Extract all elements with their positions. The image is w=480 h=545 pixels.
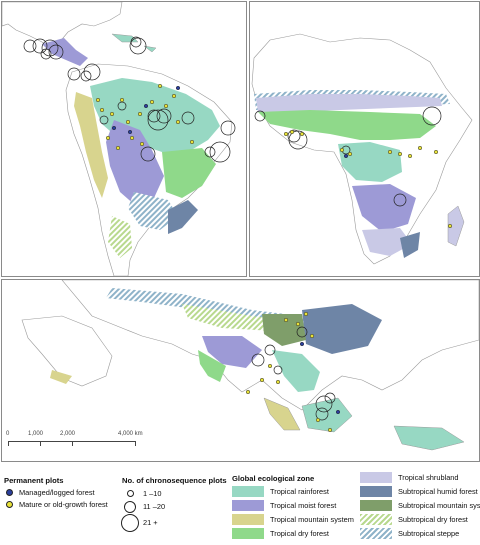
legend-subtropical-dry-forest: Subtropical dry forest (360, 514, 468, 525)
scale-tick-2000: 2,000 (60, 431, 76, 437)
zone-tropical-moist-africa (352, 184, 416, 232)
zone-tropical-rainforest-congo (338, 142, 402, 182)
zone-tropical-moist-india (202, 336, 262, 368)
swatch-tropical-rainforest (232, 486, 264, 497)
zone-subtropical-dry (108, 216, 132, 258)
label-subtropical-humid-forest: Subtropical humid forest (398, 487, 478, 496)
zone-tropical-dry-india (198, 350, 226, 382)
permanent-plot-dots (283, 129, 453, 229)
zone-tropical-shrubland-sahel (256, 94, 442, 112)
swatch-subtropical-steppe (360, 528, 392, 539)
legend-subtropical-mountain-system: Subtropical mountain system (360, 500, 480, 511)
zone-subtropical-mountain-china (262, 314, 306, 346)
legend-tropical-dry-forest: Tropical dry forest (232, 528, 329, 539)
asia-map (21, 280, 479, 451)
scale-tick-1000: 1,000 (28, 431, 44, 437)
legend-managed-label: Managed/logged forest (19, 488, 95, 497)
zone-tropical-rainforest-seasia (272, 350, 320, 392)
scale-bar: 0 1,000 2,000 4,000 km (6, 431, 146, 455)
swatch-subtropical-humid-forest (360, 486, 392, 497)
zone-tropical-rainforest-newguinea (393, 425, 465, 451)
legend-managed-forest: Managed/logged forest (6, 488, 95, 497)
zone-tropical-mountain-andes (74, 92, 108, 198)
ecological-zone-title: Global ecological zone (232, 474, 315, 483)
ring-small-icon (127, 490, 134, 497)
permanent-plot-dots (95, 83, 195, 151)
map-panel-americas (1, 1, 247, 277)
chronosequence-title: No. of chronosequence plots (122, 476, 227, 485)
map-panel-africa (249, 1, 480, 277)
zone-tropical-moist-central-america (42, 38, 88, 66)
legend-tropical-shrubland: Tropical shrubland (360, 472, 459, 483)
permanent-plot-dots (245, 311, 341, 433)
legend-subtropical-humid-forest: Subtropical humid forest (360, 486, 478, 497)
zone-tropical-shrubland-arabia (50, 370, 72, 384)
chronosequence-markers (251, 326, 336, 421)
legend-tropical-mountain-system: Tropical mountain system (232, 514, 354, 525)
zone-tropical-shrubland-south (362, 228, 412, 256)
swatch-subtropical-mountain-system (360, 500, 392, 511)
swatch-subtropical-dry-forest (360, 514, 392, 525)
label-subtropical-dry-forest: Subtropical dry forest (398, 515, 468, 524)
scale-line (8, 441, 136, 446)
managed-dot-icon (6, 489, 13, 496)
label-subtropical-steppe: Subtropical steppe (398, 529, 460, 538)
swatch-tropical-dry-forest (232, 528, 264, 539)
land-arabia (21, 315, 113, 387)
ring-small-label: 1 –10 (143, 489, 162, 498)
scale-tick-4000km: 4,000 km (118, 431, 143, 437)
scale-tick-0: 0 (6, 431, 10, 437)
zone-tropical-dry-africa (258, 110, 436, 140)
label-tropical-shrubland: Tropical shrubland (398, 473, 459, 482)
zone-subtropical-humid-africa (400, 232, 420, 258)
swatch-tropical-moist-forest (232, 500, 264, 511)
zone-subtropical-humid-south (168, 200, 198, 234)
land-caribbean (111, 33, 157, 53)
label-tropical-moist-forest: Tropical moist forest (270, 501, 337, 510)
legend-mature-label: Mature or old-growth forest (19, 500, 108, 509)
americas-map (2, 2, 236, 276)
legend-subtropical-steppe: Subtropical steppe (360, 528, 459, 539)
zone-subtropical-steppe-chaco (128, 192, 178, 230)
ring-large-icon (121, 514, 139, 532)
africa-map (251, 33, 473, 265)
ring-medium-icon (124, 501, 136, 513)
ring-medium-label: 11 –20 (143, 502, 166, 511)
map-panel-asia: 0 1,000 2,000 4,000 km (1, 279, 480, 462)
zone-madagascar (447, 205, 465, 247)
label-tropical-rainforest: Tropical rainforest (270, 487, 329, 496)
legend-tropical-moist-forest: Tropical moist forest (232, 500, 336, 511)
permanent-plots-title: Permanent plots (4, 476, 64, 485)
zone-subtropical-humid-china (302, 304, 382, 354)
zone-tropical-rainforest-borneo (301, 397, 353, 433)
mature-dot-icon (6, 501, 13, 508)
swatch-tropical-shrubland (360, 472, 392, 483)
legend-mature-forest: Mature or old-growth forest (6, 500, 108, 509)
zone-tropical-dry-brazil (162, 148, 216, 198)
label-subtropical-mountain-system: Subtropical mountain system (398, 501, 480, 510)
ring-large-label: 21 + (143, 518, 158, 527)
zone-tropical-mountain-sumatra (263, 397, 301, 431)
zone-tropical-moist-south (106, 120, 164, 206)
label-tropical-dry-forest: Tropical dry forest (270, 529, 329, 538)
label-tropical-mountain-system: Tropical mountain system (270, 515, 354, 524)
map-legend: Permanent plots Managed/logged forest Ma… (0, 466, 480, 545)
legend-tropical-rainforest: Tropical rainforest (232, 486, 329, 497)
swatch-tropical-mountain-system (232, 514, 264, 525)
